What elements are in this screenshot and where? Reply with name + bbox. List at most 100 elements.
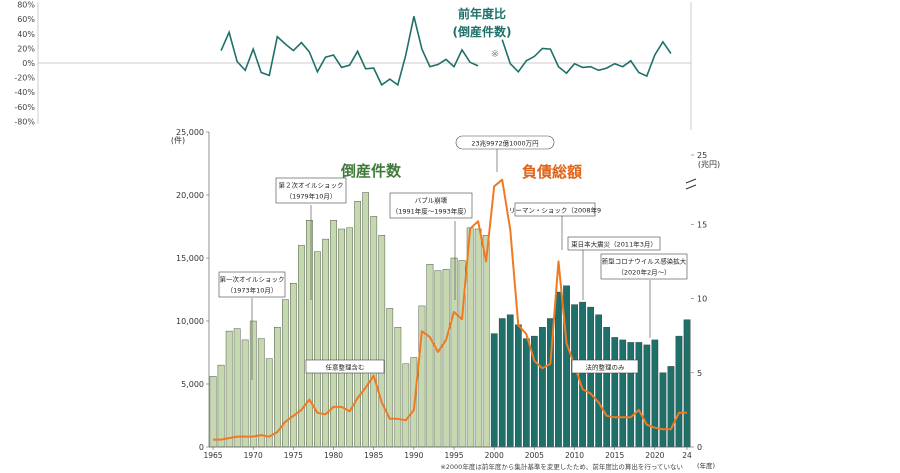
top-y-tick-label: -60% xyxy=(14,103,35,112)
count-bar xyxy=(265,358,273,448)
count-bar xyxy=(555,291,562,448)
count-bars-layer xyxy=(209,192,691,448)
annotation-text: 任意整理含む xyxy=(326,363,365,372)
count-bar xyxy=(394,327,402,448)
debt-series-label: 負債総額 xyxy=(522,163,582,181)
count-bar xyxy=(498,318,506,448)
x-tick-label: 2015 xyxy=(605,451,624,460)
count-bar xyxy=(362,192,370,448)
left-y-tick-label: 0 xyxy=(199,443,204,452)
annotation-box xyxy=(571,359,639,374)
right-y-tick-label: 10 xyxy=(697,295,707,304)
count-bar xyxy=(426,264,434,448)
count-bar xyxy=(603,327,611,448)
top-y-tick-label: 20% xyxy=(17,44,35,53)
count-bar xyxy=(474,228,482,448)
count-bar xyxy=(338,228,345,448)
count-bar xyxy=(635,342,643,448)
count-bar xyxy=(306,219,313,448)
top-chart-title: 前年度比 xyxy=(458,6,506,21)
annotation-text: 東日本大震災（2011年3月） xyxy=(571,240,657,249)
count-bar xyxy=(515,324,522,448)
top-y-tick-label: 40% xyxy=(17,30,35,39)
right-axis-unit: (兆円) xyxy=(698,159,720,169)
x-tick-label: 2000 xyxy=(485,451,504,460)
count-bar xyxy=(290,283,297,448)
count-bar xyxy=(627,342,635,448)
count-bar xyxy=(402,363,410,448)
annotation-box xyxy=(514,202,596,217)
annotations-layer: 第一次オイルショック （1973年10月） 第２次オイルショック （1979年10月）… xyxy=(218,135,688,380)
annotation-box xyxy=(305,359,385,374)
count-bar xyxy=(314,251,321,448)
right-y-tick-label: 25 xyxy=(697,151,707,160)
left-y-tick-label: 10,000 xyxy=(176,317,204,326)
x-tick-label: 1970 xyxy=(244,451,263,460)
left-axis-unit: (件) xyxy=(171,135,185,145)
count-bar xyxy=(523,338,530,448)
count-bar xyxy=(330,219,337,448)
x-tick-label: 1985 xyxy=(364,451,383,460)
left-y-tick-label: 5,000 xyxy=(181,380,204,389)
count-bar xyxy=(322,238,329,448)
annotation-text: 第２次オイルショック xyxy=(279,181,344,190)
gap-mark: ※ xyxy=(491,49,499,60)
yoy-line xyxy=(220,16,479,87)
count-bar xyxy=(450,257,458,448)
annotation-text: 法的整理のみ xyxy=(586,363,626,372)
yoy-line-layer xyxy=(220,16,672,87)
x-tick-label: 1990 xyxy=(404,451,423,460)
annotation-box xyxy=(455,135,555,150)
annotation-text: 第一次オイルショック xyxy=(220,275,285,284)
count-bar xyxy=(563,285,570,448)
annotation-box xyxy=(218,271,286,298)
annotation-box xyxy=(600,253,688,280)
debt-line-layer xyxy=(213,178,687,441)
left-y-tick-label: 15,000 xyxy=(176,254,204,263)
axis-break-mark xyxy=(685,178,697,190)
left-y-tick-label: 25,000 xyxy=(176,128,204,137)
count-bar xyxy=(233,328,241,448)
count-bar xyxy=(619,339,627,448)
count-bar xyxy=(667,366,675,448)
annotation-text: （1979年10月） xyxy=(286,192,337,201)
top-axis-layer: 80% 60% 40% 20% 0% -20% -40% -60% -80% xyxy=(14,1,692,130)
annotation-text: 23兆9972億1000万円 xyxy=(471,139,538,148)
count-bar xyxy=(354,201,362,448)
count-bar xyxy=(490,333,498,448)
count-bar xyxy=(346,227,354,448)
count-bar xyxy=(506,314,514,448)
annotation-text: （2020年2月～） xyxy=(617,268,670,277)
count-bar xyxy=(434,270,442,448)
count-bar xyxy=(539,327,546,448)
debt-line xyxy=(213,178,687,441)
annotation-text: （1991年度～1993年度） xyxy=(392,207,471,216)
count-bar xyxy=(209,376,217,448)
count-bar xyxy=(587,306,595,448)
x-axis-unit: (年度) xyxy=(697,461,715,470)
count-bar xyxy=(659,372,667,448)
count-bar xyxy=(257,338,265,448)
yoy-line xyxy=(501,39,672,78)
top-y-tick-label: 0% xyxy=(22,59,35,68)
annotation-text: （1973年10月） xyxy=(227,286,278,295)
count-bar xyxy=(683,319,691,448)
count-bar xyxy=(386,308,394,448)
top-y-tick-label: -20% xyxy=(14,74,35,83)
x-tick-label: 1975 xyxy=(284,451,303,460)
count-bar xyxy=(482,235,490,448)
x-tick-label: 1965 xyxy=(203,451,222,460)
count-series-label: 倒産件数 xyxy=(340,162,402,180)
annotation-box xyxy=(389,192,473,219)
count-bar xyxy=(571,304,578,448)
top-y-tick-label: 80% xyxy=(17,1,35,10)
x-tick-label: 2010 xyxy=(565,451,584,460)
count-bar xyxy=(675,335,683,448)
x-tick-label: 1980 xyxy=(324,451,343,460)
count-bar xyxy=(611,337,619,448)
annotation-text: バブル崩壊 xyxy=(415,196,448,205)
count-bar xyxy=(595,314,603,448)
right-y-tick-label: 0 xyxy=(697,443,702,452)
count-bar xyxy=(651,339,659,448)
